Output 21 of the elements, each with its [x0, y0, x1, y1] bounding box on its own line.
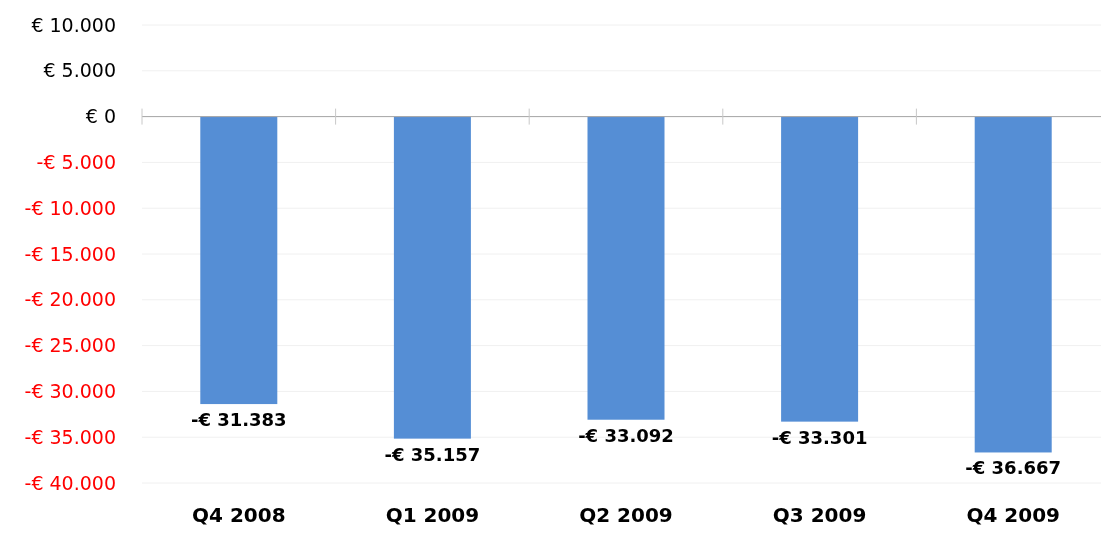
y-tick-label: -€ 40.000 [24, 471, 116, 494]
data-label: -€ 33.301 [771, 426, 868, 448]
data-label: -€ 35.157 [384, 443, 481, 465]
y-tick-label: -€ 15.000 [24, 242, 116, 265]
x-tick-label: Q3 2009 [772, 503, 867, 527]
y-tick-label: -€ 10.000 [24, 196, 116, 219]
y-tick-label: -€ 5.000 [36, 151, 116, 174]
x-tick-label: Q2 2009 [579, 503, 673, 527]
x-tick-label: Q4 2009 [966, 503, 1060, 527]
x-tick-label: Q1 2009 [385, 503, 480, 527]
y-tick-label: € 0 [85, 105, 116, 128]
data-label: -€ 33.092 [578, 424, 674, 446]
data-label: -€ 36.667 [965, 457, 1062, 479]
y-tick-label: -€ 25.000 [24, 334, 116, 357]
data-label: -€ 31.383 [190, 409, 287, 431]
y-tick-label: -€ 30.000 [24, 380, 116, 403]
y-tick-label: -€ 20.000 [24, 288, 116, 311]
y-tick-label: € 10.000 [31, 13, 116, 36]
y-tick-label: € 5.000 [43, 59, 116, 82]
y-tick-label: -€ 35.000 [24, 425, 116, 448]
x-tick-label: Q4 2008 [192, 503, 286, 527]
